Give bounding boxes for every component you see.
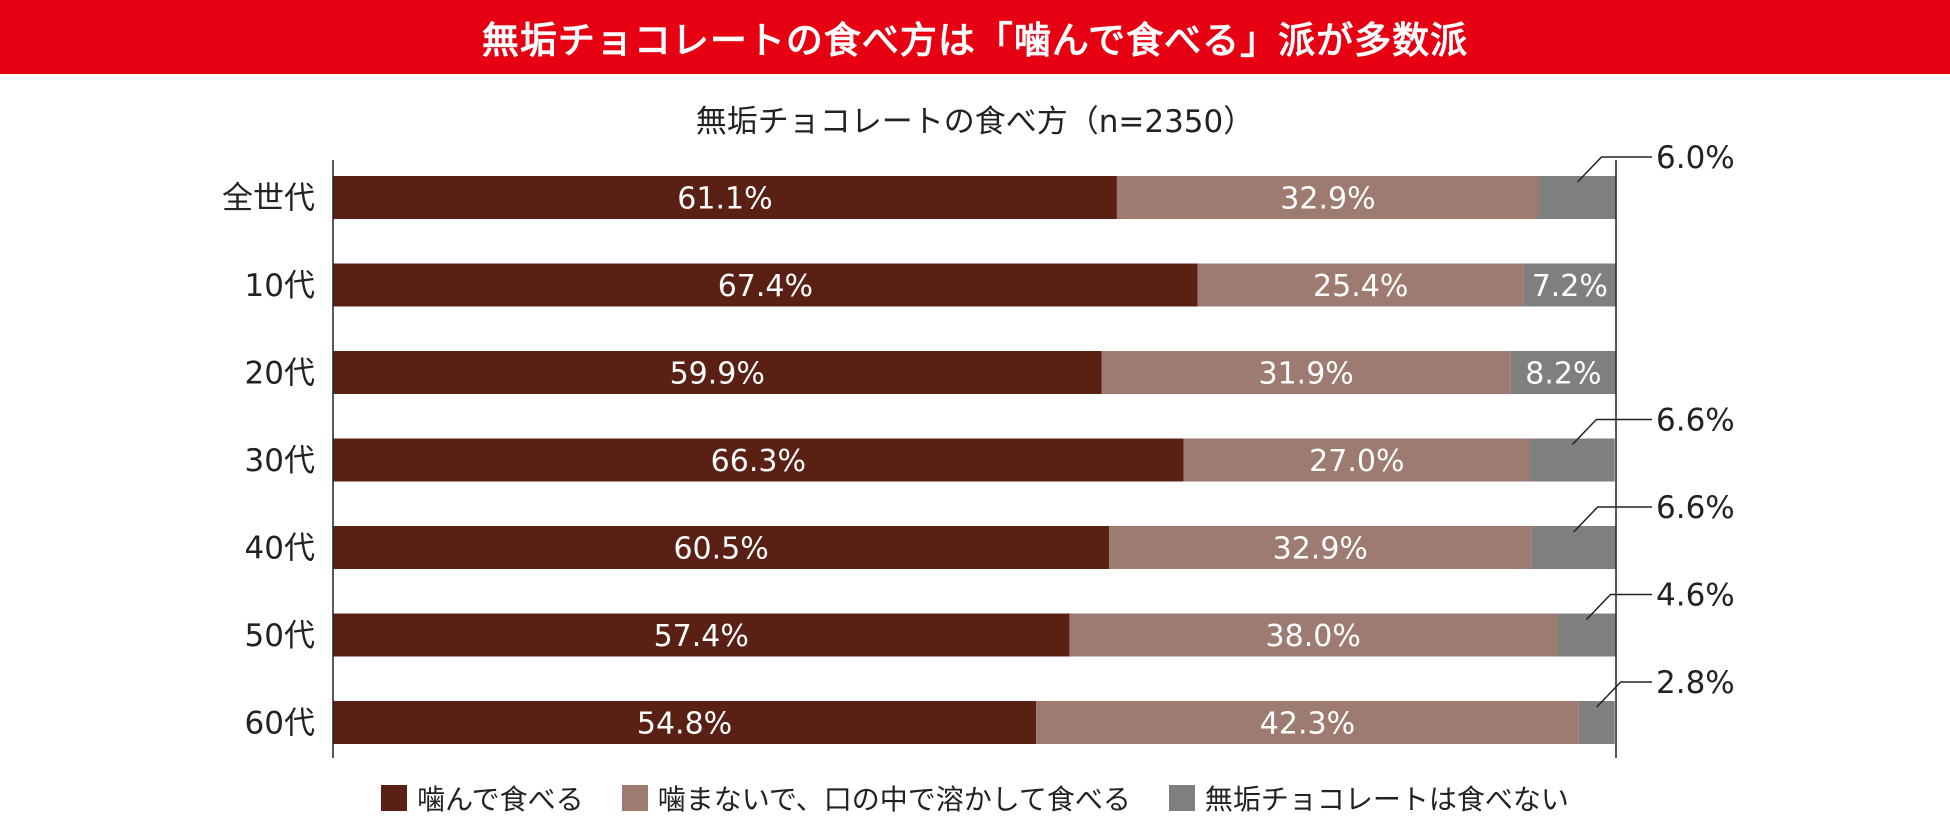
leader-line <box>1596 681 1652 708</box>
data-label: 7.2% <box>1532 269 1608 304</box>
legend: 噛んで食べる 噛まないで、口の中で溶かして食べる 無垢チョコレートは食べない <box>0 778 1950 818</box>
data-label-outside: 6.6% <box>1656 490 1735 526</box>
legend-item-chew: 噛んで食べる <box>381 778 584 818</box>
legend-label-melt: 噛まないで、口の中で溶かして食べる <box>657 783 1131 816</box>
chart-title: 無垢チョコレートの食べ方（n=2350） <box>695 104 1255 140</box>
data-label: 60.5% <box>673 532 768 567</box>
data-label: 25.4% <box>1313 269 1408 304</box>
banner-title: 無垢チョコレートの食べ方は「噛んで食べる」派が多数派 <box>481 19 1469 62</box>
category-label: 30代 <box>245 443 315 479</box>
bar-segment-1 <box>333 351 1102 394</box>
category-label: 60代 <box>245 706 315 742</box>
data-label: 54.8% <box>637 707 732 742</box>
legend-item-melt: 噛まないで、口の中で溶かして食べる <box>621 778 1131 818</box>
bar-segment-1 <box>333 701 1037 744</box>
bar-segment-1 <box>333 176 1117 219</box>
bar-segment-2 <box>1197 263 1524 307</box>
bar-segment-2 <box>1116 176 1540 219</box>
category-label: 10代 <box>245 268 315 304</box>
leader-line <box>1576 156 1652 183</box>
data-label-outside: 4.6% <box>1656 578 1735 614</box>
category-label: 40代 <box>245 531 315 567</box>
data-label: 66.3% <box>711 444 806 479</box>
legend-label-chew: 噛んで食べる <box>417 783 584 816</box>
data-label: 42.3% <box>1260 707 1355 742</box>
legend-item-none: 無垢チョコレートは食べない <box>1168 778 1569 818</box>
data-label: 38.0% <box>1266 619 1361 654</box>
legend-swatch-none <box>1168 785 1195 811</box>
bar-segment-1 <box>333 438 1184 482</box>
legend-swatch-chew <box>381 785 408 811</box>
data-label: 8.2% <box>1525 357 1601 392</box>
data-label: 31.9% <box>1258 357 1353 392</box>
data-label: 32.9% <box>1273 532 1368 567</box>
bar-segment-3 <box>1539 176 1616 219</box>
title-banner: 無垢チョコレートの食べ方は「噛んで食べる」派が多数派 <box>0 0 1950 74</box>
category-label: 全世代 <box>222 181 315 217</box>
data-label: 67.4% <box>718 269 813 304</box>
data-label-outside: 2.8% <box>1656 665 1735 701</box>
bar-segment-3 <box>1531 526 1616 569</box>
bar-segment-3 <box>1530 438 1615 482</box>
leader-line <box>1571 418 1652 446</box>
bar-segment-3 <box>1556 613 1616 657</box>
bar-segment-2 <box>1109 526 1532 569</box>
bar-segment-3 <box>1523 263 1616 307</box>
data-label-outside: 6.0% <box>1656 140 1735 176</box>
legend-label-none: 無垢チョコレートは食べない <box>1204 783 1569 816</box>
bar-segment-3 <box>1510 351 1616 394</box>
bar-segment-1 <box>333 263 1198 307</box>
bar-segment-2 <box>1036 701 1579 744</box>
category-label: 50代 <box>245 618 315 654</box>
data-label: 27.0% <box>1309 444 1404 479</box>
bar-segment-2 <box>1183 438 1531 482</box>
leader-line <box>1573 506 1652 533</box>
bar-segment-2 <box>1101 351 1511 394</box>
bar-segment-3 <box>1578 701 1615 744</box>
data-label: 59.9% <box>670 357 765 392</box>
bar-segment-1 <box>333 613 1070 657</box>
leader-line <box>1585 593 1652 621</box>
data-label: 57.4% <box>654 619 749 654</box>
data-label: 61.1% <box>677 182 772 217</box>
bar-segment-1 <box>333 526 1110 569</box>
data-label: 32.9% <box>1280 182 1375 217</box>
bar-segment-2 <box>1069 613 1557 657</box>
legend-swatch-melt <box>621 785 648 811</box>
category-label: 20代 <box>245 356 315 392</box>
data-label-outside: 6.6% <box>1656 403 1735 439</box>
